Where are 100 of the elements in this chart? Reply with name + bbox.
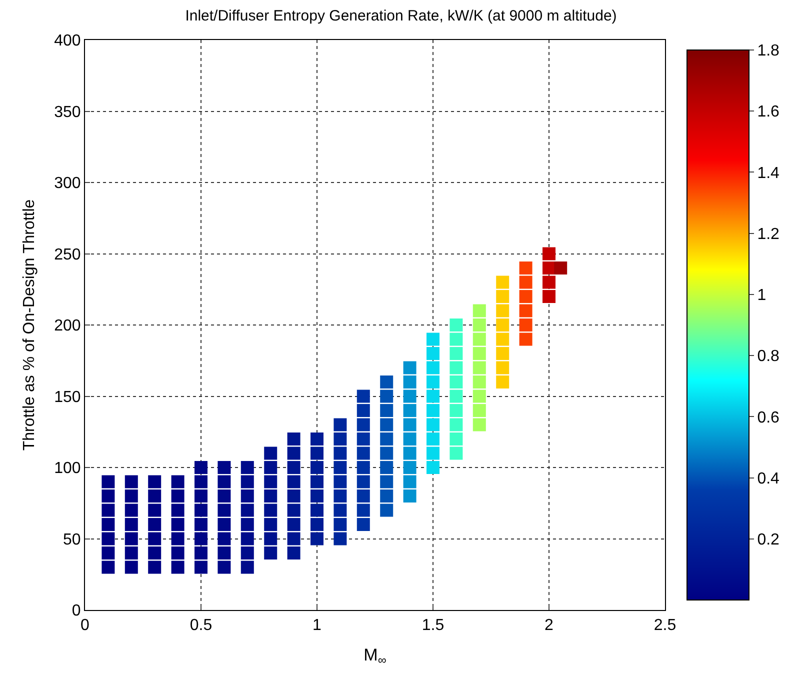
- point: [102, 560, 115, 574]
- point: [356, 504, 370, 517]
- point: [356, 404, 370, 417]
- point: [310, 475, 324, 488]
- x-axis-title: M$_{∞}$: [364, 646, 386, 668]
- x-tick-label: 2.5: [654, 617, 676, 634]
- point: [542, 290, 556, 303]
- point: [102, 490, 115, 502]
- point: [124, 560, 138, 574]
- point: [403, 461, 416, 474]
- point: [380, 446, 394, 460]
- point: [519, 304, 532, 318]
- point: [171, 560, 184, 574]
- point: [240, 461, 254, 474]
- color-bar-label: 0.8: [757, 348, 780, 366]
- point: [148, 560, 162, 574]
- point: [264, 532, 278, 546]
- color-bar-label: 0.6: [757, 409, 780, 426]
- point: [472, 361, 486, 374]
- point: [426, 390, 440, 403]
- point: [380, 418, 394, 432]
- point: [264, 490, 278, 502]
- point: [380, 376, 394, 388]
- point: [240, 560, 254, 574]
- point: [450, 376, 463, 388]
- point: [218, 461, 231, 474]
- point: [472, 390, 486, 403]
- y-tick-label: 150: [54, 388, 81, 406]
- point: [240, 490, 254, 502]
- point: [450, 347, 463, 360]
- point: [218, 560, 231, 574]
- point: [218, 490, 231, 502]
- point: [194, 475, 208, 488]
- y-tick-label: 0: [72, 602, 81, 620]
- point: [426, 432, 440, 446]
- point: [450, 318, 463, 332]
- point: [356, 490, 370, 502]
- point: [496, 376, 510, 388]
- point: [194, 490, 208, 502]
- point: [124, 518, 138, 531]
- point: [472, 418, 486, 432]
- point: [403, 432, 416, 446]
- point: [426, 404, 440, 417]
- point: [194, 560, 208, 574]
- point: [148, 546, 162, 560]
- point: [356, 432, 370, 446]
- point: [403, 361, 416, 374]
- y-tick-label: 200: [54, 318, 81, 335]
- point: [472, 304, 486, 318]
- point: [218, 504, 231, 517]
- point: [310, 432, 324, 446]
- point: [403, 475, 416, 488]
- point: [380, 404, 394, 417]
- point: [519, 276, 532, 289]
- point: [380, 432, 394, 446]
- y-tick-label: 100: [54, 460, 81, 478]
- point: [450, 332, 463, 346]
- point: [403, 446, 416, 460]
- point: [194, 518, 208, 531]
- point: [403, 376, 416, 388]
- x-tick-label: 0.5: [190, 617, 212, 634]
- point: [102, 518, 115, 531]
- point: [240, 532, 254, 546]
- point: [356, 461, 370, 474]
- y-tick-label: 300: [54, 175, 81, 192]
- chart-title: Inlet/Diffuser Entropy Generation Rate, kW/K (at 9000 m altitude): [185, 8, 617, 25]
- point: [148, 475, 162, 488]
- y-tick-label: 400: [54, 32, 81, 50]
- color-bar-label: 0.2: [757, 531, 780, 548]
- point: [519, 318, 532, 332]
- point: [472, 404, 486, 417]
- point: [218, 518, 231, 531]
- point: [240, 546, 254, 560]
- point: [496, 276, 510, 289]
- point: [496, 347, 510, 360]
- point: [426, 418, 440, 432]
- point: [380, 461, 394, 474]
- point: [472, 347, 486, 360]
- point: [310, 490, 324, 502]
- point: [542, 247, 556, 260]
- point: [240, 504, 254, 517]
- point: [264, 504, 278, 517]
- point: [124, 490, 138, 502]
- point: [148, 518, 162, 531]
- point: [124, 546, 138, 560]
- point: [148, 504, 162, 517]
- point: [102, 475, 115, 488]
- point: [287, 432, 300, 446]
- point: [171, 504, 184, 517]
- point: [264, 461, 278, 474]
- point: [334, 504, 347, 517]
- point: [124, 532, 138, 546]
- point: [264, 546, 278, 560]
- color-bar-label: 1.8: [757, 42, 780, 60]
- point: [403, 390, 416, 403]
- point: [496, 304, 510, 318]
- color-bar-label: 1.6: [757, 104, 780, 121]
- y-tick-label: 250: [54, 246, 81, 264]
- point: [356, 446, 370, 460]
- point: [426, 347, 440, 360]
